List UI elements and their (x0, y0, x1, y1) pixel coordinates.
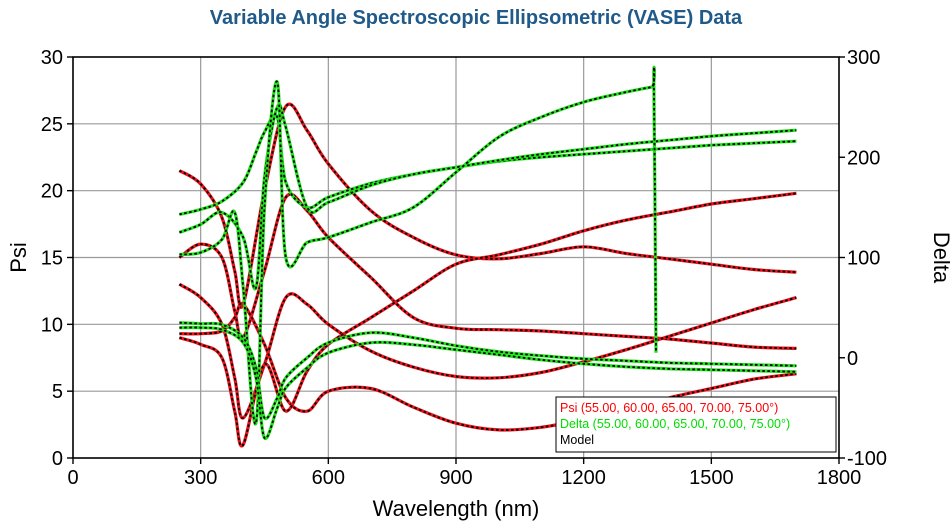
y-left-tick-label: 20 (41, 181, 63, 203)
axis-ticks: 0 300 600 900 1200 1500 1800 0 5 10 15 20 25 30 -100 0 1… (41, 47, 887, 489)
y-right-tick-label: 300 (847, 47, 880, 69)
y-right-tick-label: 0 (847, 348, 858, 370)
y-left-tick-label: 10 (41, 314, 63, 336)
model-series-line (178, 193, 797, 350)
model-series-line (179, 114, 797, 216)
model-series-line (179, 103, 797, 290)
model-series-line (178, 103, 797, 309)
x-tick-label: 900 (439, 467, 472, 489)
x-tick-label: 300 (184, 467, 217, 489)
y-left-tick-label: 15 (41, 248, 63, 270)
y-left-tick-label: 30 (41, 47, 63, 69)
model-series-line (179, 66, 657, 425)
y-axis-label-left: Psi (6, 242, 31, 273)
x-axis-label: Wavelength (nm) (373, 496, 540, 521)
y-left-tick-label: 5 (52, 381, 63, 403)
legend-box (555, 396, 837, 453)
model-series-line (179, 326, 797, 440)
x-tick-label: 1800 (817, 467, 862, 489)
model-series-line (178, 283, 797, 419)
y-right-tick-label: 200 (847, 147, 880, 169)
legend-item-psi: Psi (55.00, 60.00, 65.00, 70.00, 75.00°) (560, 401, 778, 415)
model-series-line (179, 321, 797, 420)
x-tick-label: 0 (67, 467, 78, 489)
x-tick-label: 600 (312, 467, 345, 489)
legend-item-delta: Delta (55.00, 60.00, 65.00, 70.00, 75.00… (560, 417, 790, 431)
y-left-tick-label: 25 (41, 114, 63, 136)
x-tick-label: 1200 (561, 467, 606, 489)
plot-data (178, 65, 797, 448)
chart-title: Variable Angle Spectroscopic Ellipsometr… (210, 7, 743, 29)
y-left-tick-label: 0 (52, 448, 63, 470)
y-right-tick-label: 100 (847, 248, 880, 270)
legend: Psi (55.00, 60.00, 65.00, 70.00, 75.00°)… (555, 396, 837, 453)
delta-series-line (178, 102, 797, 291)
legend-item-model: Model (560, 433, 594, 447)
y-right-tick-label: -100 (847, 448, 887, 470)
model-series-line (179, 192, 797, 447)
y-axis-label-right: Delta (929, 232, 952, 284)
x-tick-label: 1500 (689, 467, 734, 489)
